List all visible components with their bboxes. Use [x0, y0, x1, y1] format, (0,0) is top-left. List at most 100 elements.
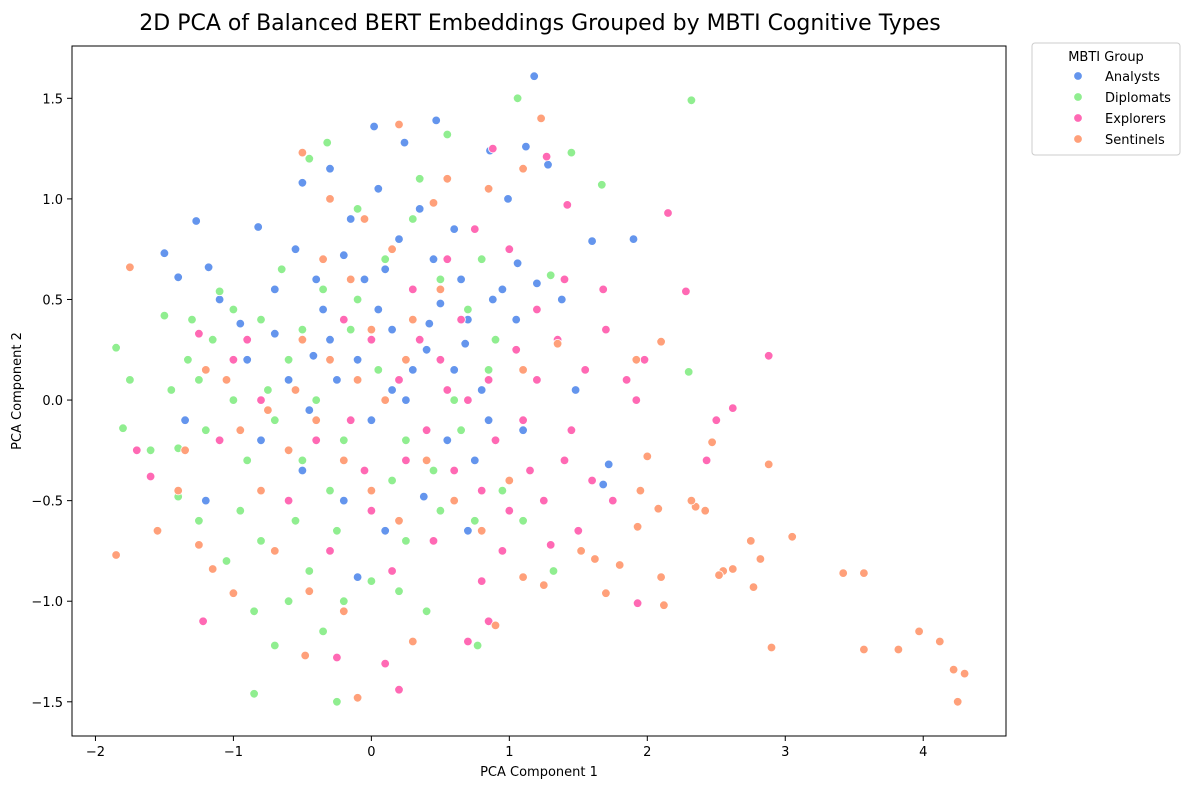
scatter-point-diplomats-48 [201, 425, 211, 435]
scatter-point-analysts-2 [369, 121, 379, 132]
y-tick-label: 0.5 [42, 293, 63, 308]
scatter-point-analysts-42 [401, 395, 411, 405]
scatter-point-diplomats-44 [435, 274, 446, 285]
scatter-point-diplomats-46 [490, 335, 501, 345]
scatter-point-sentinels-41 [539, 580, 549, 590]
scatter-point-sentinels-74 [290, 385, 301, 395]
scatter-point-analysts-45 [256, 435, 266, 446]
scatter-point-diplomats-61 [428, 465, 439, 476]
scatter-point-diplomats-54 [449, 395, 459, 405]
scatter-point-sentinels-31 [653, 504, 664, 514]
scatter-point-sentinels-44 [408, 636, 418, 647]
scatter-point-analysts-14 [399, 137, 410, 148]
scatter-point-explorers-17 [573, 526, 584, 536]
x-tick-label: −2 [86, 745, 105, 760]
scatter-point-sentinels-6 [152, 526, 163, 536]
scatter-point-analysts-74 [424, 318, 435, 329]
scatter-point-analysts-5 [628, 234, 639, 244]
y-tick-label: −1.5 [31, 696, 63, 711]
scatter-point-sentinels-55 [339, 455, 349, 466]
scatter-point-analysts-34 [352, 355, 363, 365]
scatter-point-analysts-24 [235, 318, 246, 329]
scatter-point-explorers-48 [311, 435, 321, 446]
scatter-point-sentinels-86 [552, 339, 563, 349]
scatter-point-explorers-57 [601, 324, 611, 335]
scatter-point-explorers-43 [442, 254, 453, 264]
scatter-point-diplomats-20 [472, 640, 483, 651]
scatter-point-analysts-53 [511, 314, 521, 325]
scatter-point-explorers-25 [198, 616, 208, 627]
scatter-point-explorers-36 [477, 485, 487, 496]
scatter-point-explorers-56 [580, 365, 590, 375]
scatter-point-diplomats-13 [214, 286, 225, 297]
scatter-point-sentinels-49 [194, 540, 204, 550]
legend: MBTI Group Analysts Diplomats Explorers Sen… [1031, 42, 1181, 156]
scatter-point-sentinels-61 [304, 586, 315, 596]
scatter-point-diplomats-17 [249, 689, 259, 699]
scatter-point-sentinels-72 [366, 324, 377, 335]
scatter-point-analysts-6 [587, 236, 597, 246]
scatter-point-diplomats-33 [256, 536, 266, 546]
scatter-point-sentinels-71 [318, 254, 328, 264]
scatter-point-diplomats-72 [352, 204, 363, 214]
scatter-point-explorers-52 [387, 566, 397, 576]
scatter-point-diplomats-23 [297, 324, 308, 335]
scatter-point-sentinels-47 [228, 588, 239, 598]
scatter-point-analysts-59 [318, 304, 328, 315]
scatter-point-explorers-41 [339, 314, 349, 325]
scatter-point-explorers-68 [401, 455, 411, 466]
scatter-point-explorers-29 [228, 355, 239, 365]
scatter-point-sentinels-84 [359, 214, 370, 224]
scatter-point-sentinels-28 [707, 437, 717, 448]
scatter-point-sentinels-50 [297, 335, 308, 345]
scatter-point-analysts-36 [421, 345, 432, 355]
points-layer [111, 71, 970, 707]
scatter-point-diplomats-62 [221, 556, 232, 566]
scatter-point-diplomats-3 [597, 180, 607, 190]
scatter-point-explorers-65 [214, 435, 225, 446]
scatter-point-sentinels-83 [483, 184, 494, 194]
scatter-point-diplomats-10 [159, 310, 170, 321]
scatter-point-analysts-4 [543, 159, 553, 170]
scatter-point-diplomats-41 [352, 294, 363, 305]
scatter-point-diplomats-34 [304, 566, 315, 576]
scatter-point-explorers-14 [559, 455, 570, 466]
scatter-point-analysts-60 [394, 234, 404, 244]
scatter-point-explorers-44 [470, 224, 480, 234]
scatter-point-sentinels-45 [352, 693, 363, 703]
legend-marker-sentinels [1073, 134, 1083, 144]
scatter-point-sentinels-11 [914, 626, 924, 637]
scatter-point-diplomats-16 [194, 516, 204, 526]
scatter-point-diplomats-60 [401, 435, 411, 446]
scatter-point-diplomats-67 [263, 385, 273, 395]
legend-marker-diplomats [1073, 92, 1083, 102]
x-tick-label: 3 [781, 745, 789, 760]
scatter-point-explorers-35 [449, 465, 459, 476]
scatter-point-explorers-13 [632, 598, 643, 608]
scatter-point-diplomats-29 [242, 455, 252, 466]
scatter-point-sentinels-38 [601, 588, 611, 598]
scatter-point-sentinels-20 [748, 582, 759, 592]
scatter-point-sentinels-87 [518, 365, 528, 375]
scatter-point-explorers-33 [518, 415, 528, 425]
scatter-point-analysts-73 [387, 385, 397, 395]
scatter-point-sentinels-7 [959, 668, 970, 679]
scatter-point-analysts-68 [483, 415, 494, 425]
scatter-point-diplomats-42 [380, 254, 390, 264]
scatter-point-explorers-37 [504, 506, 515, 516]
scatter-point-explorers-58 [511, 345, 521, 355]
scatter-point-sentinels-79 [180, 445, 190, 456]
scatter-point-explorers-70 [359, 465, 370, 476]
scatter-point-analysts-51 [463, 526, 473, 536]
x-axis: −2 −1 0 1 2 3 4 [86, 736, 927, 760]
scatter-point-diplomats-28 [270, 415, 280, 425]
scatter-point-sentinels-52 [352, 375, 363, 385]
scatter-point-analysts-54 [346, 214, 356, 224]
scatter-point-sentinels-51 [325, 355, 335, 365]
scatter-point-diplomats-32 [290, 516, 301, 526]
scatter-point-diplomats-68 [297, 455, 308, 466]
scatter-point-sentinels-15 [838, 568, 848, 578]
scatter-point-sentinels-53 [380, 395, 390, 405]
scatter-point-analysts-12 [297, 178, 308, 188]
